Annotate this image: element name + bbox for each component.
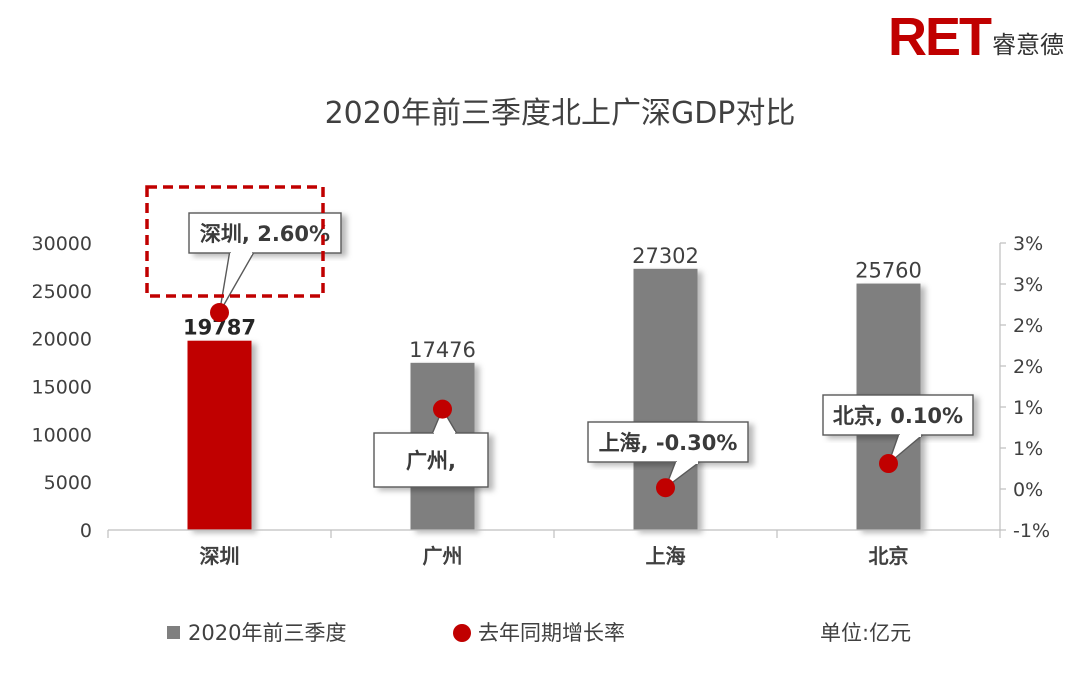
- left-axis-tick-label: 20000: [32, 329, 92, 351]
- right-axis-tick-label: 1%: [1013, 438, 1043, 460]
- legend-bar-swatch: [167, 626, 180, 639]
- callout-seam: [900, 433, 921, 437]
- left-axis-tick-label: 15000: [32, 377, 92, 399]
- legend: 2020年前三季度 去年同期增长率 单位:亿元: [167, 621, 911, 645]
- callout-box: 上海, -0.30%: [587, 421, 749, 490]
- brand-name-cn: 睿意德: [992, 31, 1064, 59]
- highlight-frame: [145, 185, 325, 298]
- callout-box: 广州,: [373, 407, 489, 488]
- callout-box: 深圳, 2.60%: [188, 212, 342, 313]
- right-axis-tick-label: 0%: [1013, 479, 1043, 501]
- right-axis-tick-label: 2%: [1013, 315, 1043, 337]
- callout-box: 北京, 0.10%: [822, 394, 974, 466]
- bar-1: [187, 340, 252, 530]
- left-axis-tick-label: 5000: [44, 472, 92, 494]
- right-axis-tick-label: 1%: [1013, 397, 1043, 419]
- left-axis-tick-label: 0: [80, 520, 92, 542]
- callout-label: 广州,: [406, 449, 456, 473]
- brand-logo-text: RET: [888, 7, 992, 67]
- x-axis-category-label: 北京: [869, 544, 909, 568]
- right-axis-tick-label: -1%: [1013, 520, 1050, 542]
- callout-frame: [188, 212, 342, 254]
- growth-dot-3: [656, 478, 675, 498]
- legend-dot-label: 去年同期增长率: [478, 621, 625, 645]
- callout-label: 深圳, 2.60%: [200, 222, 330, 246]
- x-axis-category-label: 深圳: [200, 544, 240, 568]
- bar-value-label: 27302: [632, 244, 699, 268]
- legend-dot-swatch: [453, 624, 471, 642]
- callout-seam: [677, 460, 698, 464]
- callout-frame: [587, 421, 749, 463]
- callout-frame: [373, 432, 489, 488]
- callout-label: 北京, 0.10%: [833, 404, 963, 428]
- right-axis-tick-label: 2%: [1013, 356, 1043, 378]
- growth-dot-4: [879, 454, 898, 474]
- bar-value-label: 25760: [855, 259, 922, 283]
- callout-label: 上海, -0.30%: [599, 431, 738, 455]
- callout-seam: [231, 251, 252, 255]
- bar-value-label: 17476: [409, 338, 476, 362]
- callout-seam: [434, 431, 455, 435]
- callout-frame: [822, 394, 974, 436]
- left-axis-tick-label: 25000: [32, 281, 92, 303]
- right-axis-tick-label: 3%: [1013, 274, 1043, 296]
- right-axis-tick-label: 3%: [1013, 233, 1043, 255]
- unit-label: 单位:亿元: [820, 621, 911, 645]
- x-axis-category-label: 上海: [646, 544, 686, 568]
- callout-pointer: [218, 252, 255, 313]
- growth-dot-2: [433, 399, 452, 419]
- legend-bar-label: 2020年前三季度: [188, 621, 346, 645]
- chart-title: 2020年前三季度北上广深GDP对比: [325, 96, 796, 131]
- left-axis-tick-label: 30000: [32, 233, 92, 255]
- left-axis-tick-label: 10000: [32, 424, 92, 446]
- x-axis-category-label: 广州: [423, 544, 463, 568]
- growth-dot-1: [210, 302, 229, 322]
